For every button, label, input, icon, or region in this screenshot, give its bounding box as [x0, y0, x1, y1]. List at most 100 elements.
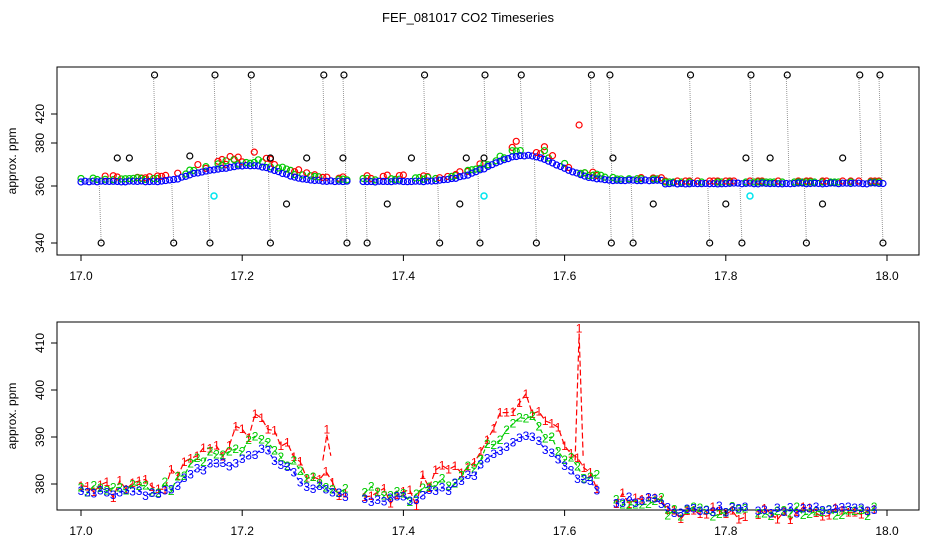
blue-circle-point [299, 175, 307, 183]
black-circle-point [876, 71, 884, 79]
series-1-label: 1 [252, 407, 259, 421]
series-2-label: 2 [593, 468, 600, 482]
black-circle-point [818, 200, 827, 208]
blue-circle-point [774, 180, 782, 188]
green-circle-point [597, 171, 605, 179]
x-tick-label: 17.2 [231, 524, 255, 538]
blue-circle-point [730, 179, 738, 187]
black-circle-point [343, 239, 351, 247]
blue-circle-point [266, 165, 275, 173]
series-2-label: 2 [523, 411, 530, 425]
series-3-label: 3 [142, 489, 149, 503]
black-circle-point [206, 239, 214, 247]
chart-title: FEF_081017 CO2 Timeseries [382, 10, 554, 25]
blue-circle-point [794, 179, 802, 187]
series-2-label: 2 [826, 502, 833, 516]
blue-circle-point [399, 177, 407, 186]
black-circle-point [587, 71, 595, 79]
blue-circle-point [685, 180, 694, 188]
green-circle-point [93, 175, 101, 184]
blue-circle-point [234, 162, 242, 170]
series-3-label: 3 [587, 474, 594, 488]
black-circle-point [747, 71, 755, 79]
series-1-label: 1 [323, 465, 330, 479]
series-2-line [615, 496, 746, 518]
x-tick-label: 18.0 [875, 524, 899, 538]
y-tick-label: 390 [33, 427, 47, 447]
spike-line [689, 74, 694, 184]
black-circle-point [738, 239, 746, 247]
series-3-label: 3 [793, 506, 800, 520]
series-2-label: 2 [742, 502, 749, 516]
black-circle-point [879, 239, 887, 247]
black-circle-point [320, 71, 328, 79]
green-circle-point [89, 174, 97, 182]
black-circle-point [303, 154, 311, 162]
series-3-label: 3 [471, 469, 478, 483]
series-3-label: 3 [342, 490, 349, 504]
series-2-label: 2 [516, 411, 523, 425]
blue-circle-point [843, 179, 851, 187]
spike-line [785, 74, 790, 184]
spike-line [858, 74, 863, 184]
blue-circle-point [214, 165, 222, 173]
spike-line [803, 182, 807, 244]
blue-circle-point [198, 168, 206, 176]
black-circle-point [97, 239, 105, 247]
green-circle-point [468, 166, 476, 174]
blue-circle-point [411, 177, 420, 185]
blue-circle-point [806, 179, 815, 188]
series-1-label: 1 [690, 504, 697, 518]
series-3-label: 3 [394, 489, 401, 503]
blue-circle-point [512, 152, 520, 161]
green-circle-point [371, 176, 379, 184]
blue-circle-point [657, 176, 665, 185]
green-circle-point [496, 152, 504, 160]
series-2-label: 2 [297, 464, 304, 478]
series-2-label: 2 [813, 504, 820, 518]
black-circle-point [282, 200, 291, 208]
series-1-label: 1 [593, 482, 600, 496]
blue-circle-point [460, 172, 468, 180]
spike-line [342, 74, 347, 181]
series-2-label: 2 [426, 480, 433, 494]
series-3-label: 3 [194, 462, 201, 476]
series-3-label: 3 [220, 456, 227, 470]
blue-circle-point [693, 180, 702, 188]
blue-circle-point [867, 179, 875, 187]
spike-line [344, 180, 348, 244]
series-1-label: 1 [774, 513, 781, 527]
panel-bottom-frame [56, 321, 920, 511]
blue-circle-point [625, 176, 633, 184]
black-circle-point [113, 154, 121, 162]
series-1-label: 1 [426, 481, 433, 495]
series-3-label: 3 [671, 506, 678, 520]
series-3-label: 3 [826, 503, 833, 517]
series-2-label: 2 [194, 451, 201, 465]
panel-bottom-ylabel: approx. ppm [5, 383, 19, 450]
series-1-label: 1 [576, 322, 583, 336]
green-circle-point [214, 160, 222, 168]
blue-circle-point [746, 179, 754, 187]
series-1-label: 1 [490, 421, 497, 435]
black-circle-point [742, 154, 750, 162]
series-3-label: 3 [149, 486, 156, 500]
blue-circle-point [85, 178, 93, 186]
series-2-label: 2 [761, 506, 768, 520]
series-2-label: 2 [200, 455, 207, 469]
red-circle-point [436, 174, 444, 182]
series-2-label: 2 [710, 510, 717, 524]
series-1-label: 1 [529, 407, 536, 421]
series-1-line [615, 492, 746, 521]
red-circle-point [158, 172, 166, 180]
green-circle-point [415, 173, 424, 182]
series-3-label: 3 [523, 429, 530, 443]
series-1-label: 1 [84, 479, 91, 493]
series-1-line [364, 392, 598, 508]
series-1-label: 1 [97, 478, 104, 492]
x-tick-label: 17.4 [392, 269, 416, 283]
series-2-label: 2 [174, 469, 181, 483]
red-circle-point [234, 153, 242, 161]
series-3-label: 3 [245, 449, 252, 463]
series-3-line [616, 496, 746, 514]
